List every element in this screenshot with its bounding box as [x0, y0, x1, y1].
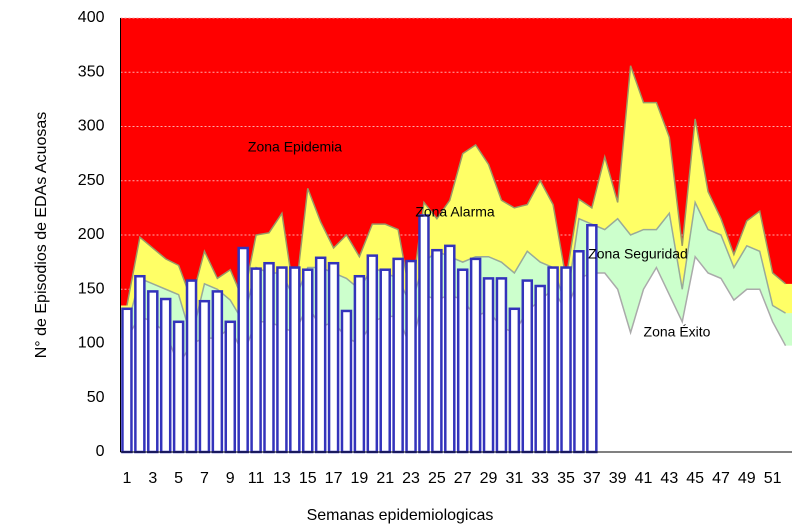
x-tick-label: 45	[686, 470, 704, 487]
x-tick-label: 49	[738, 470, 756, 487]
y-tick-label: 250	[78, 172, 105, 189]
bar	[405, 259, 417, 454]
bar	[508, 307, 521, 454]
x-axis-label: Semanas epidemiologicas	[307, 507, 494, 524]
bar	[185, 279, 198, 454]
x-tick-label: 39	[609, 470, 627, 487]
bar	[456, 268, 469, 454]
annotation: Zona Epidemia	[248, 139, 342, 155]
annotation: Zona Seguridad	[588, 246, 688, 262]
x-tick-label: 33	[531, 470, 549, 487]
bar	[444, 244, 456, 454]
bar	[573, 250, 585, 454]
x-tick-label: 1	[123, 470, 132, 487]
bar	[366, 254, 379, 454]
bar	[289, 266, 301, 454]
x-tick-label: 3	[148, 470, 157, 487]
bar	[276, 266, 288, 454]
x-tick-label: 7	[200, 470, 209, 487]
bar	[211, 290, 224, 454]
bar	[392, 257, 404, 454]
x-tick-label: 21	[376, 470, 394, 487]
y-tick-label: 100	[78, 335, 105, 352]
x-tick-label: 5	[174, 470, 183, 487]
x-tick-label: 15	[299, 470, 317, 487]
zone-line	[126, 254, 787, 367]
x-tick-label: 9	[226, 470, 235, 487]
x-tick-label: 17	[325, 470, 343, 487]
annotation: Zona Éxito	[644, 324, 711, 340]
bar	[379, 268, 391, 454]
bar	[121, 307, 133, 454]
x-tick-label: 19	[351, 470, 369, 487]
x-tick-label: 31	[505, 470, 523, 487]
bar	[159, 297, 172, 454]
bar	[250, 267, 262, 454]
y-tick-label: 350	[78, 63, 105, 80]
x-tick-label: 47	[712, 470, 730, 487]
bar	[301, 268, 314, 454]
x-tick-label: 51	[764, 470, 782, 487]
plot-area	[120, 17, 792, 454]
bar	[547, 266, 559, 454]
annotation: Zona Alarma	[415, 204, 495, 220]
x-tick-label: 25	[428, 470, 446, 487]
x-tick-label: 37	[583, 470, 601, 487]
bar	[495, 277, 508, 454]
x-tick-label: 23	[402, 470, 420, 487]
bar	[353, 274, 366, 454]
x-tick-label: 27	[454, 470, 472, 487]
bar	[469, 257, 482, 454]
bar	[314, 256, 327, 454]
bar	[521, 279, 534, 454]
y-tick-label: 200	[78, 226, 105, 243]
bar	[482, 277, 495, 454]
x-tick-label: 35	[557, 470, 575, 487]
x-tick-label: 11	[248, 470, 265, 487]
bar	[224, 320, 237, 454]
y-tick-label: 300	[78, 118, 105, 135]
bar	[340, 309, 353, 454]
x-tick-label: 13	[273, 470, 291, 487]
bar	[534, 284, 546, 454]
y-tick-label: 150	[78, 280, 105, 297]
x-tick-label: 29	[480, 470, 498, 487]
bar	[134, 274, 146, 454]
x-tick-label: 41	[635, 470, 653, 487]
y-tick-label: 50	[87, 389, 105, 406]
bar	[198, 299, 211, 454]
bar	[237, 246, 249, 454]
y-tick-label: 0	[96, 443, 105, 460]
x-tick-label: 43	[660, 470, 678, 487]
bar	[147, 290, 159, 454]
bar	[418, 214, 430, 454]
zone-area	[120, 256, 792, 452]
bar	[560, 266, 572, 454]
bar	[431, 248, 443, 454]
y-axis-label: N° de Episodios de EDAs Acuosas	[33, 112, 50, 359]
bar	[327, 261, 340, 454]
y-tick-label: 400	[78, 9, 105, 26]
bar	[172, 320, 185, 454]
bar	[263, 261, 275, 454]
zone-line	[126, 199, 786, 341]
zone-line	[126, 65, 787, 306]
